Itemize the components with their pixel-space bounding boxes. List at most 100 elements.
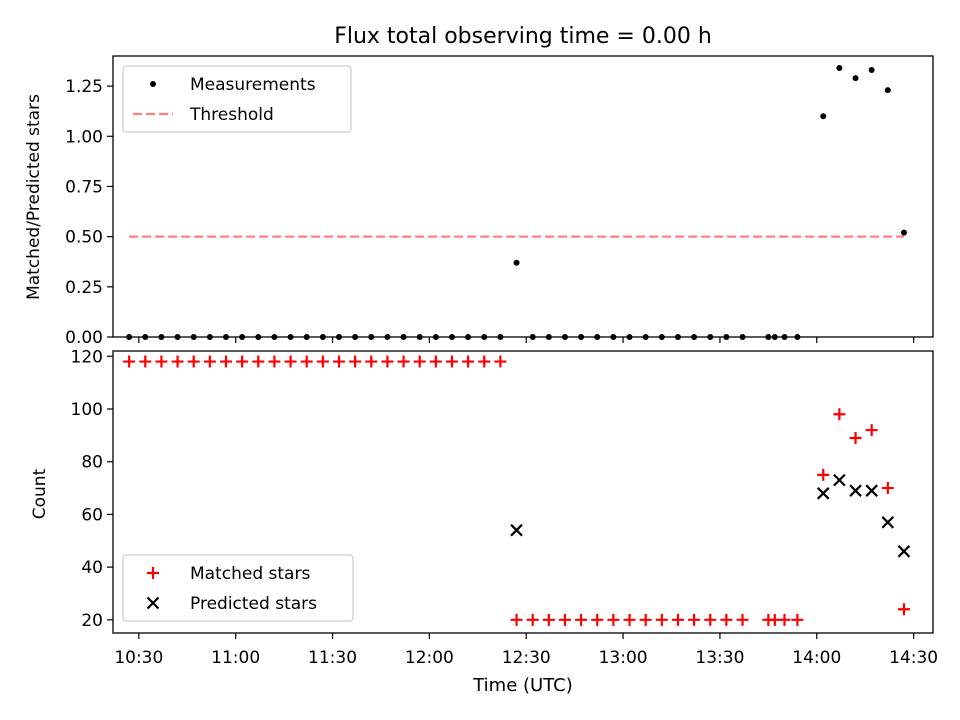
data-point: [884, 87, 891, 94]
matched-marker: [349, 355, 362, 368]
matched-marker: [155, 355, 168, 368]
matched-marker: [558, 613, 571, 626]
matched-marker: [462, 355, 475, 368]
x-tick-label: 12:30: [502, 648, 551, 668]
matched-marker: [575, 613, 588, 626]
matched-marker: [332, 355, 345, 368]
top-y-tick-label: 1.25: [65, 77, 103, 97]
matched-marker: [381, 355, 394, 368]
matched-marker: [203, 355, 216, 368]
matched-marker: [300, 355, 313, 368]
bottom-panel: 20 40 60 80 100 120 10:30 11:00 11:30 12:00 12:30 1…: [71, 347, 939, 668]
x-tick-label: 13:00: [599, 648, 648, 668]
predicted-marker: [849, 484, 862, 497]
top-y-tick-label: 0.50: [65, 228, 103, 248]
matched-marker: [252, 355, 265, 368]
matched-marker: [413, 355, 426, 368]
matched-marker: [526, 613, 539, 626]
bottom-y-tick-label: 60: [81, 505, 103, 525]
bottom-y-tick-label: 120: [71, 347, 103, 367]
top-y-tick-label: 1.00: [65, 127, 103, 147]
top-panel: 0.00 0.25 0.50 0.75 1.00 1.25 Measurements Thre…: [65, 55, 934, 348]
x-tick-label: 13:30: [695, 648, 744, 668]
x-tick-label: 11:00: [211, 648, 260, 668]
matched-marker: [849, 431, 862, 444]
legend-label: Matched stars: [190, 564, 310, 584]
legend-swatch: [146, 596, 160, 610]
data-point: [820, 113, 827, 120]
matched-marker: [478, 355, 491, 368]
matched-marker: [791, 613, 804, 626]
matched-marker: [316, 355, 329, 368]
matched-marker: [671, 613, 684, 626]
x-tick-label: 10:30: [114, 648, 163, 668]
predicted-marker: [881, 516, 895, 529]
matched-marker: [688, 613, 701, 626]
matched-marker: [494, 355, 507, 368]
bottom-frame: [112, 350, 934, 634]
matched-marker: [542, 613, 555, 626]
legend-swatch: [147, 567, 159, 579]
x-tick-label: 14:00: [792, 648, 841, 668]
x-tick-label: 12:00: [405, 648, 454, 668]
matched-marker: [817, 468, 830, 481]
data-point: [868, 67, 875, 74]
data-point: [852, 75, 859, 82]
matched-marker: [236, 355, 249, 368]
matched-marker: [123, 355, 136, 368]
matched-marker: [704, 613, 717, 626]
matched-marker: [510, 613, 523, 626]
matched-marker: [655, 613, 668, 626]
top-frame: [112, 55, 934, 338]
matched-marker: [833, 408, 846, 421]
matched-marker: [219, 355, 232, 368]
matched-marker: [639, 613, 652, 626]
matched-marker: [429, 355, 442, 368]
matched-marker: [397, 355, 410, 368]
bottom-y-tick-label: 40: [81, 558, 103, 578]
matched-marker: [778, 613, 791, 626]
predicted-marker: [833, 473, 846, 487]
top-legend: Measurements Threshold: [122, 65, 352, 133]
matched-marker: [187, 355, 200, 368]
matched-marker: [445, 355, 458, 368]
matched-marker: [623, 613, 636, 626]
matched-marker: [284, 355, 297, 368]
top-y-tick-label: 0.25: [65, 278, 103, 298]
legend-box: [122, 554, 354, 622]
chart-title: Flux total observing time = 0.00 h: [334, 24, 712, 49]
bottom-series-predicted-stars: [510, 473, 911, 558]
top-y-tick-label: 0.00: [65, 328, 103, 348]
matched-marker: [591, 613, 604, 626]
legend-box: [122, 65, 352, 133]
matched-marker: [139, 355, 152, 368]
predicted-marker: [897, 545, 911, 558]
matched-marker: [736, 613, 749, 626]
predicted-marker: [816, 487, 830, 500]
bottom-y-tick-label: 100: [71, 400, 103, 420]
legend-label: Threshold: [189, 105, 274, 125]
legend-label: Predicted stars: [190, 594, 317, 614]
data-point: [836, 65, 843, 72]
bottom-legend: Matched stars Predicted stars: [122, 554, 354, 622]
matched-marker: [881, 482, 894, 495]
matched-marker: [720, 613, 733, 626]
matched-marker: [365, 355, 378, 368]
legend-swatch: [150, 81, 156, 87]
matched-marker: [897, 603, 910, 616]
legend-label: Measurements: [190, 75, 316, 95]
matched-marker: [171, 355, 184, 368]
data-point: [900, 229, 907, 236]
top-y-axis-label: Matched/Predicted stars: [24, 94, 44, 300]
bottom-y-axis-label: Count: [30, 468, 50, 519]
x-axis-label: Time (UTC): [472, 675, 573, 696]
top-y-tick-label: 0.75: [65, 177, 103, 197]
x-tick-label: 14:30: [889, 648, 938, 668]
data-point: [513, 259, 520, 266]
bottom-series-matched-stars: [123, 355, 910, 626]
matched-marker: [607, 613, 620, 626]
matched-marker: [865, 424, 878, 437]
matched-marker: [268, 355, 281, 368]
bottom-y-tick-label: 20: [81, 611, 103, 631]
